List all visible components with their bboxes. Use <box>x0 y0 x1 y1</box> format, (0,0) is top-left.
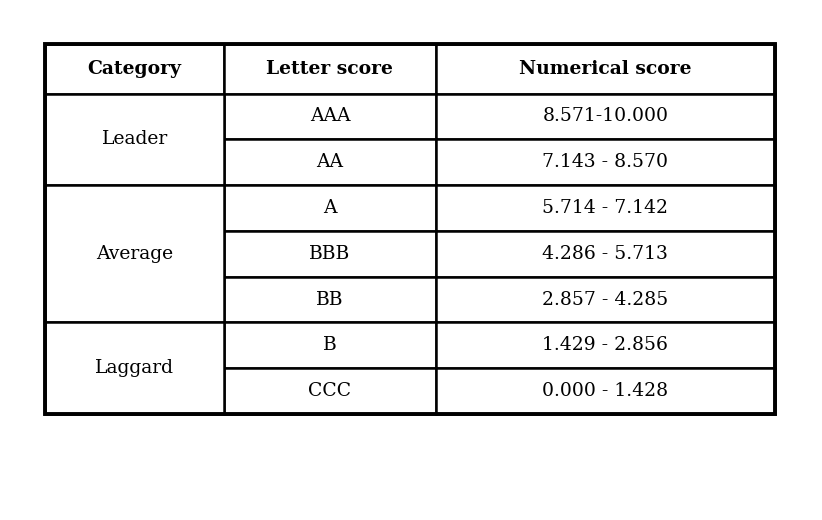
Bar <box>224 94 436 139</box>
Bar <box>436 368 775 414</box>
Bar <box>224 139 436 185</box>
Text: CCC: CCC <box>308 382 352 400</box>
Text: 4.286 - 5.713: 4.286 - 5.713 <box>543 245 668 263</box>
Bar <box>224 277 436 322</box>
Bar <box>224 322 436 368</box>
Text: 5.714 - 7.142: 5.714 - 7.142 <box>543 199 668 217</box>
Text: 0.000 - 1.428: 0.000 - 1.428 <box>543 382 668 400</box>
Text: Category: Category <box>88 60 182 78</box>
Text: BBB: BBB <box>309 245 350 263</box>
Bar <box>45 44 224 94</box>
Text: Leader: Leader <box>101 131 168 148</box>
Text: AAA: AAA <box>310 108 350 125</box>
Text: Average: Average <box>96 245 173 263</box>
Bar <box>436 94 775 139</box>
Bar <box>224 44 436 94</box>
Text: Laggard: Laggard <box>95 359 174 377</box>
Bar <box>436 322 775 368</box>
Bar <box>436 139 775 185</box>
Text: Letter score: Letter score <box>266 60 393 78</box>
Text: BB: BB <box>316 291 344 308</box>
Text: 1.429 - 2.856: 1.429 - 2.856 <box>543 336 668 354</box>
Text: A: A <box>323 199 337 217</box>
Text: B: B <box>323 336 337 354</box>
Text: 2.857 - 4.285: 2.857 - 4.285 <box>543 291 668 308</box>
Text: 7.143 - 8.570: 7.143 - 8.570 <box>543 153 668 171</box>
Bar <box>224 368 436 414</box>
Bar <box>436 44 775 94</box>
Bar <box>45 44 775 414</box>
Bar <box>45 322 224 414</box>
Bar <box>436 277 775 322</box>
Bar <box>436 231 775 277</box>
Bar <box>436 185 775 231</box>
Bar <box>224 185 436 231</box>
Text: 8.571-10.000: 8.571-10.000 <box>543 108 668 125</box>
Text: Numerical score: Numerical score <box>520 60 691 78</box>
Bar <box>224 231 436 277</box>
Bar <box>45 94 224 185</box>
Bar <box>45 185 224 322</box>
Text: AA: AA <box>316 153 344 171</box>
